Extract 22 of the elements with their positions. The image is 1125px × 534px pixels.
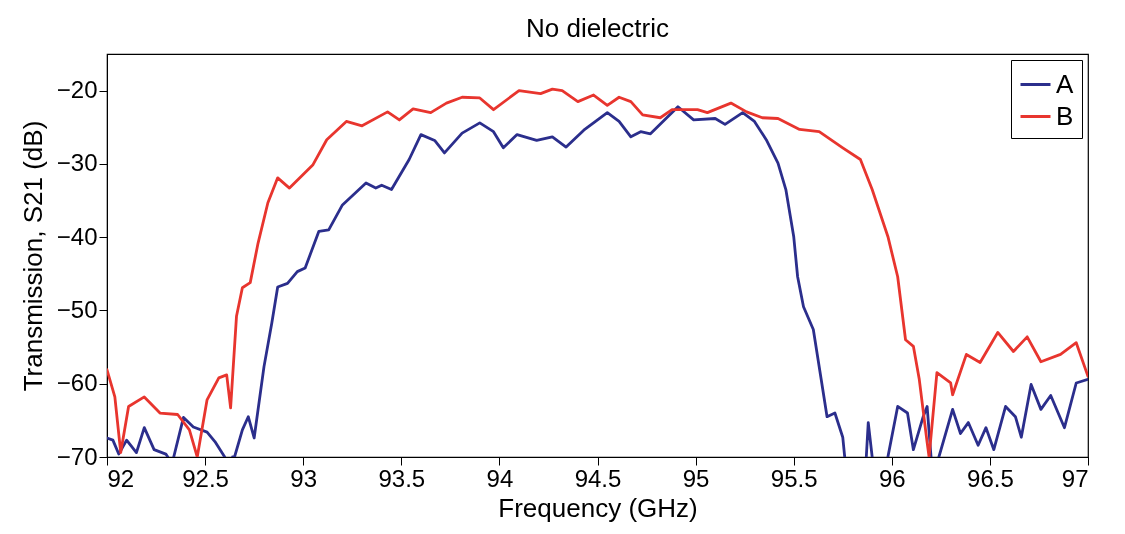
x-axis-title: Frequency (GHz) bbox=[498, 492, 698, 523]
x-tick-label: 97 bbox=[1061, 464, 1089, 492]
y-tick-label: −60 bbox=[56, 369, 98, 397]
x-tick-label: 95 bbox=[682, 464, 710, 492]
x-tick-label: 93 bbox=[290, 464, 318, 492]
legend-label: B bbox=[1056, 100, 1074, 131]
x-tick-label: 95.5 bbox=[770, 464, 818, 492]
x-tick-label: 96 bbox=[878, 464, 906, 492]
y-tick-label: −70 bbox=[56, 442, 98, 470]
x-tick-label: 96.5 bbox=[967, 464, 1014, 492]
y-tick-label: −40 bbox=[56, 222, 98, 250]
y-tick-label: −50 bbox=[56, 295, 98, 323]
y-tick-label: −30 bbox=[56, 149, 98, 177]
x-tick-label: 92 bbox=[107, 464, 135, 492]
x-tick-label: 94.5 bbox=[574, 464, 622, 492]
legend-label: A bbox=[1056, 68, 1074, 99]
x-tick-label: 92.5 bbox=[182, 464, 229, 492]
y-tick-label: −20 bbox=[56, 76, 98, 104]
chart-title: No dielectric bbox=[525, 13, 670, 43]
x-tick-label: 93.5 bbox=[378, 464, 426, 492]
x-tick-label: 94 bbox=[486, 464, 514, 492]
y-axis-title: Transmission, S21 (dB) bbox=[17, 120, 48, 392]
